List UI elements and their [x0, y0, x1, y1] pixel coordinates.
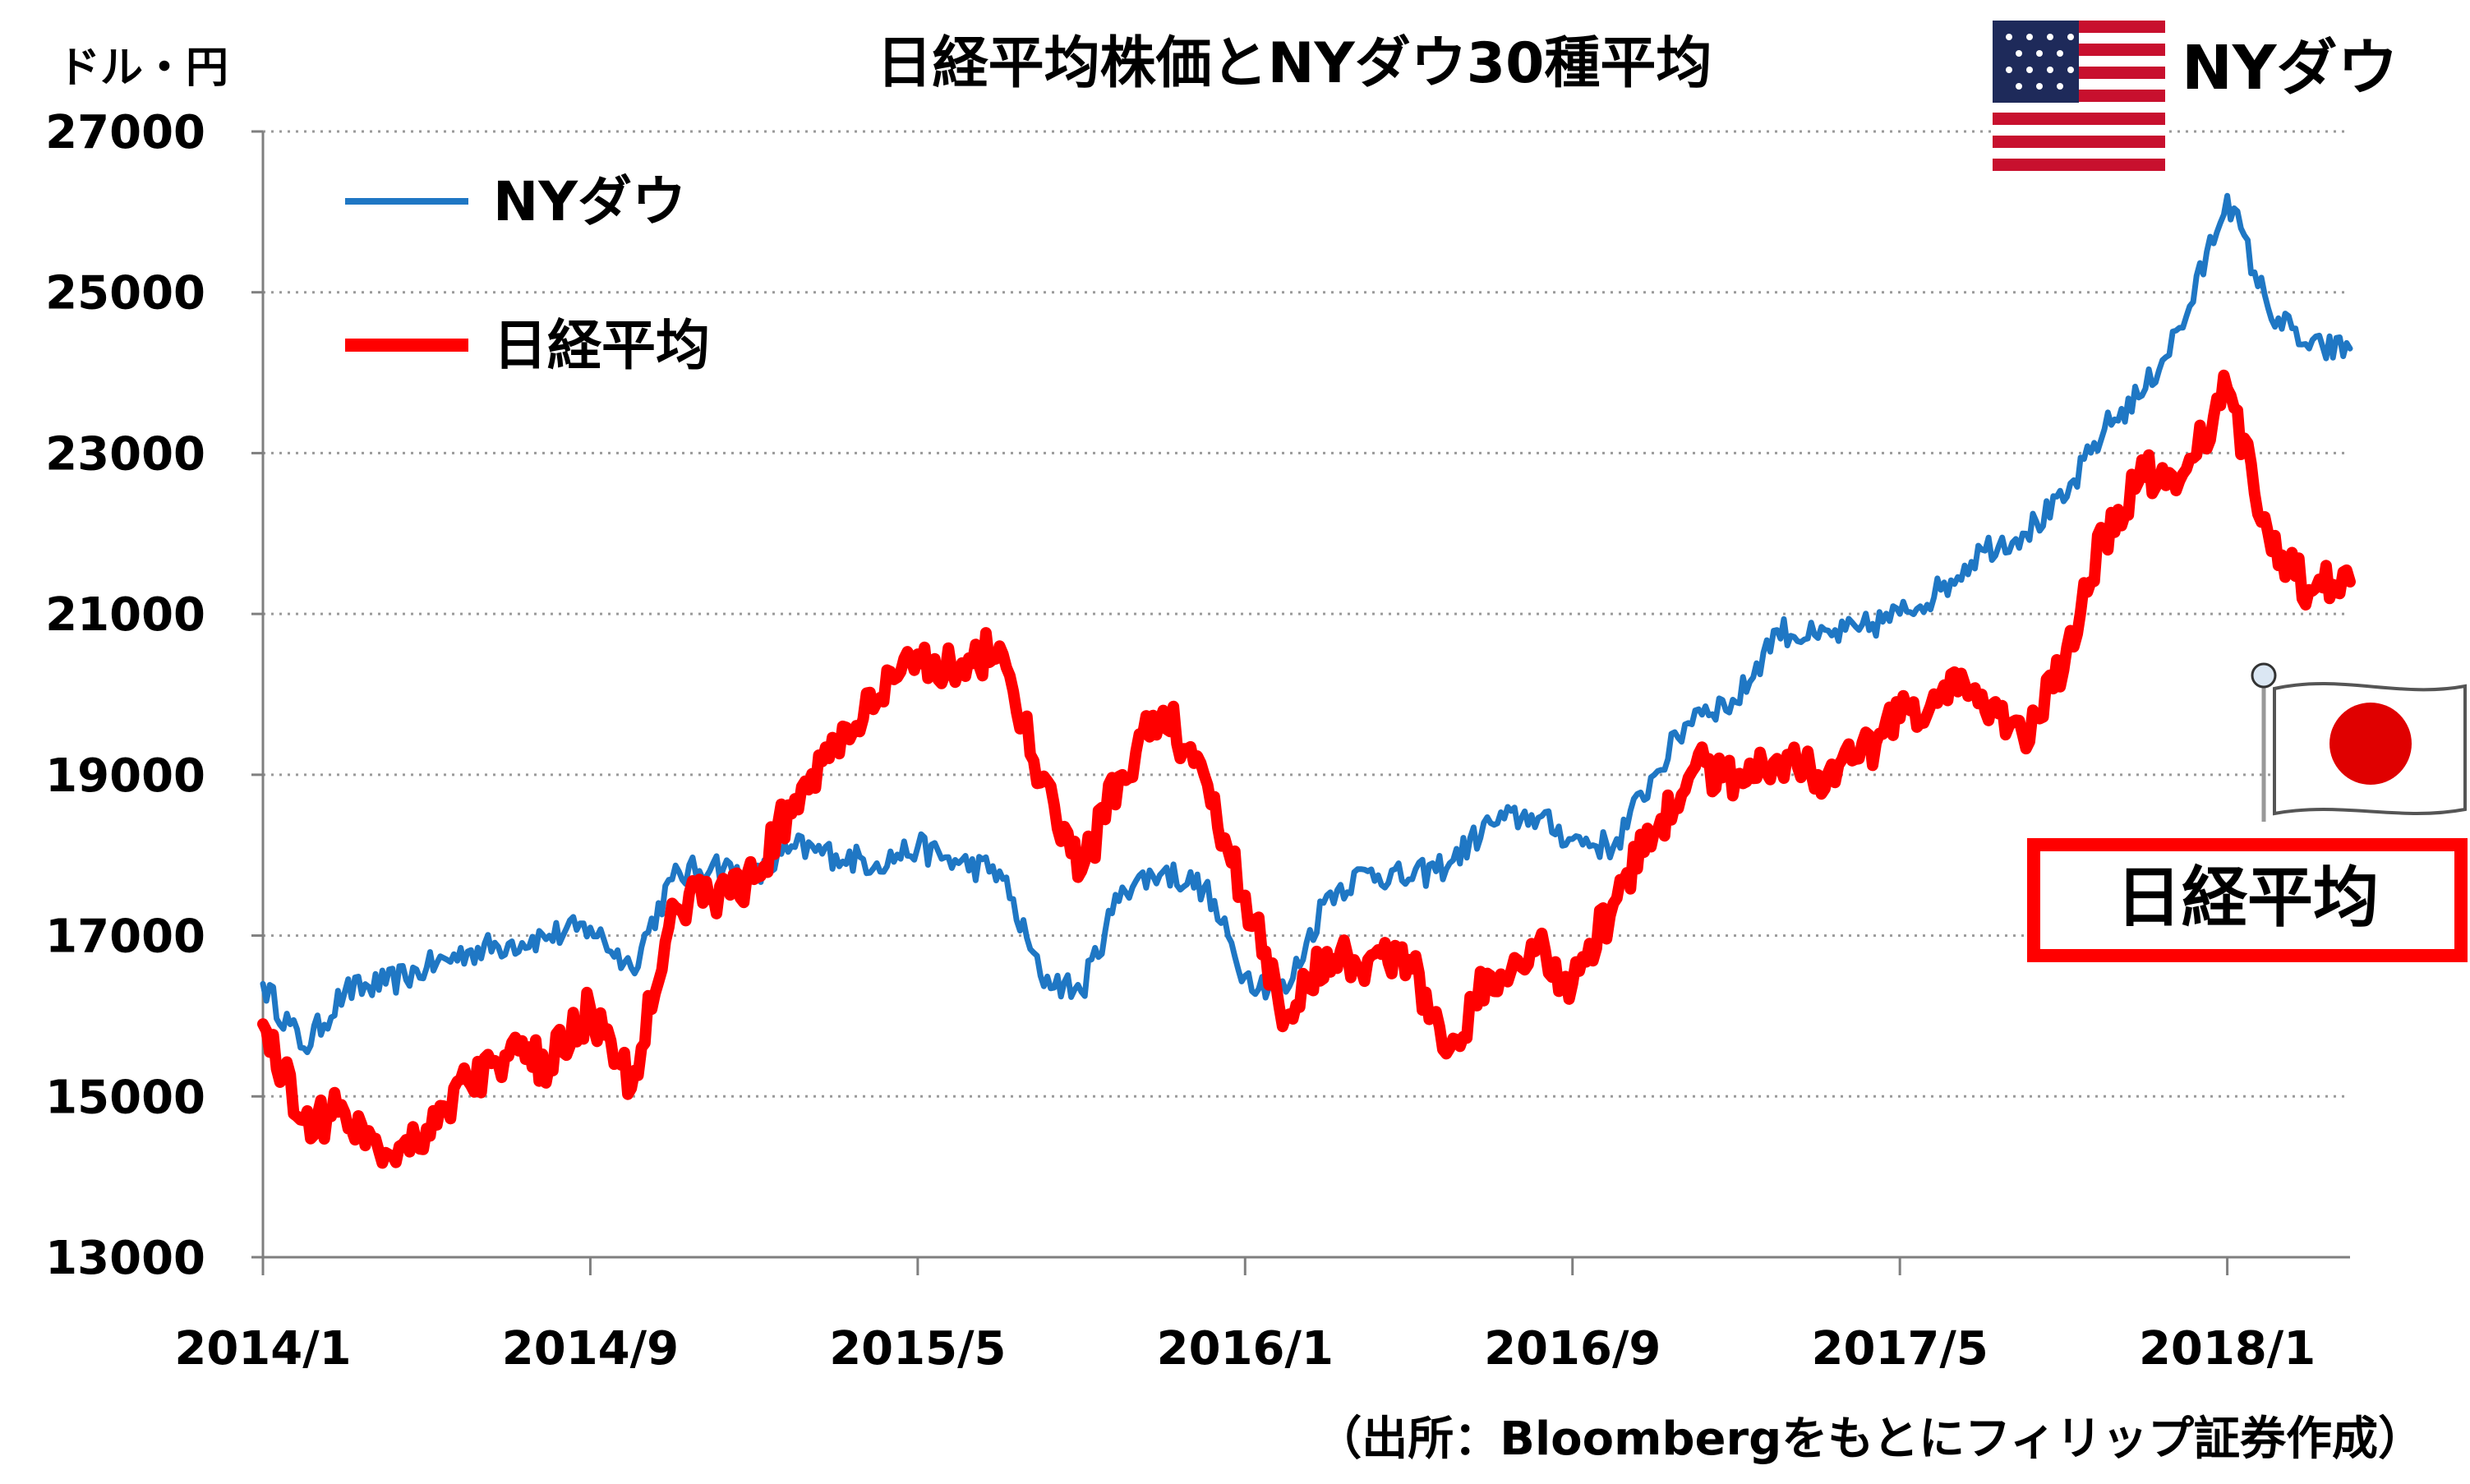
y-tick-label: 19000	[45, 749, 205, 803]
x-axis-ticks: 2014/1 2014/9 2015/5 2016/1 2016/9 2017/5 2018…	[174, 1257, 2316, 1376]
source-note: （出所：Bloombergをもとにフィリップ証券作成）	[1316, 1413, 2424, 1466]
x-tick-label: 2015/5	[829, 1322, 1006, 1376]
x-tick-label: 2014/9	[502, 1322, 679, 1376]
us-callout-label: NYダウ	[2182, 33, 2399, 104]
y-tick-label: 17000	[45, 910, 205, 964]
y-tick-label: 13000	[45, 1232, 205, 1285]
us-flag-icon	[1993, 21, 2165, 173]
x-tick-label: 2016/1	[1157, 1322, 1334, 1376]
y-tick-label: 23000	[45, 427, 205, 481]
nikkei-callout-box	[2027, 838, 2468, 962]
legend-label-nikkei: 日経平均	[493, 314, 710, 377]
x-tick-label: 2016/9	[1484, 1322, 1661, 1376]
series-line-nikkei	[257, 369, 2356, 1169]
japan-flag-icon	[2251, 662, 2467, 822]
x-tick-label: 2018/1	[2139, 1322, 2316, 1376]
x-tick-label: 2014/1	[174, 1322, 351, 1376]
y-tick-label: 25000	[45, 267, 205, 320]
x-tick-label: 2017/5	[1812, 1322, 1988, 1376]
legend-label-nydow: NYダウ	[493, 170, 686, 233]
nikkei-callout-label: 日経平均	[2116, 860, 2379, 936]
y-axis-label: ドル・円	[58, 44, 228, 93]
legend: NYダウ 日経平均	[345, 170, 710, 377]
series-line-nydow	[260, 192, 2353, 1056]
y-tick-label: 15000	[45, 1071, 205, 1124]
y-tick-label: 27000	[45, 106, 205, 159]
chart-title: 日経平均株価とNYダウ30種平均	[877, 31, 1712, 96]
y-axis-ticks: 13000 15000 17000 19000 21000 23000 25000 27000	[45, 106, 263, 1285]
y-tick-label: 21000	[45, 588, 205, 642]
series-layer	[257, 192, 2356, 1169]
